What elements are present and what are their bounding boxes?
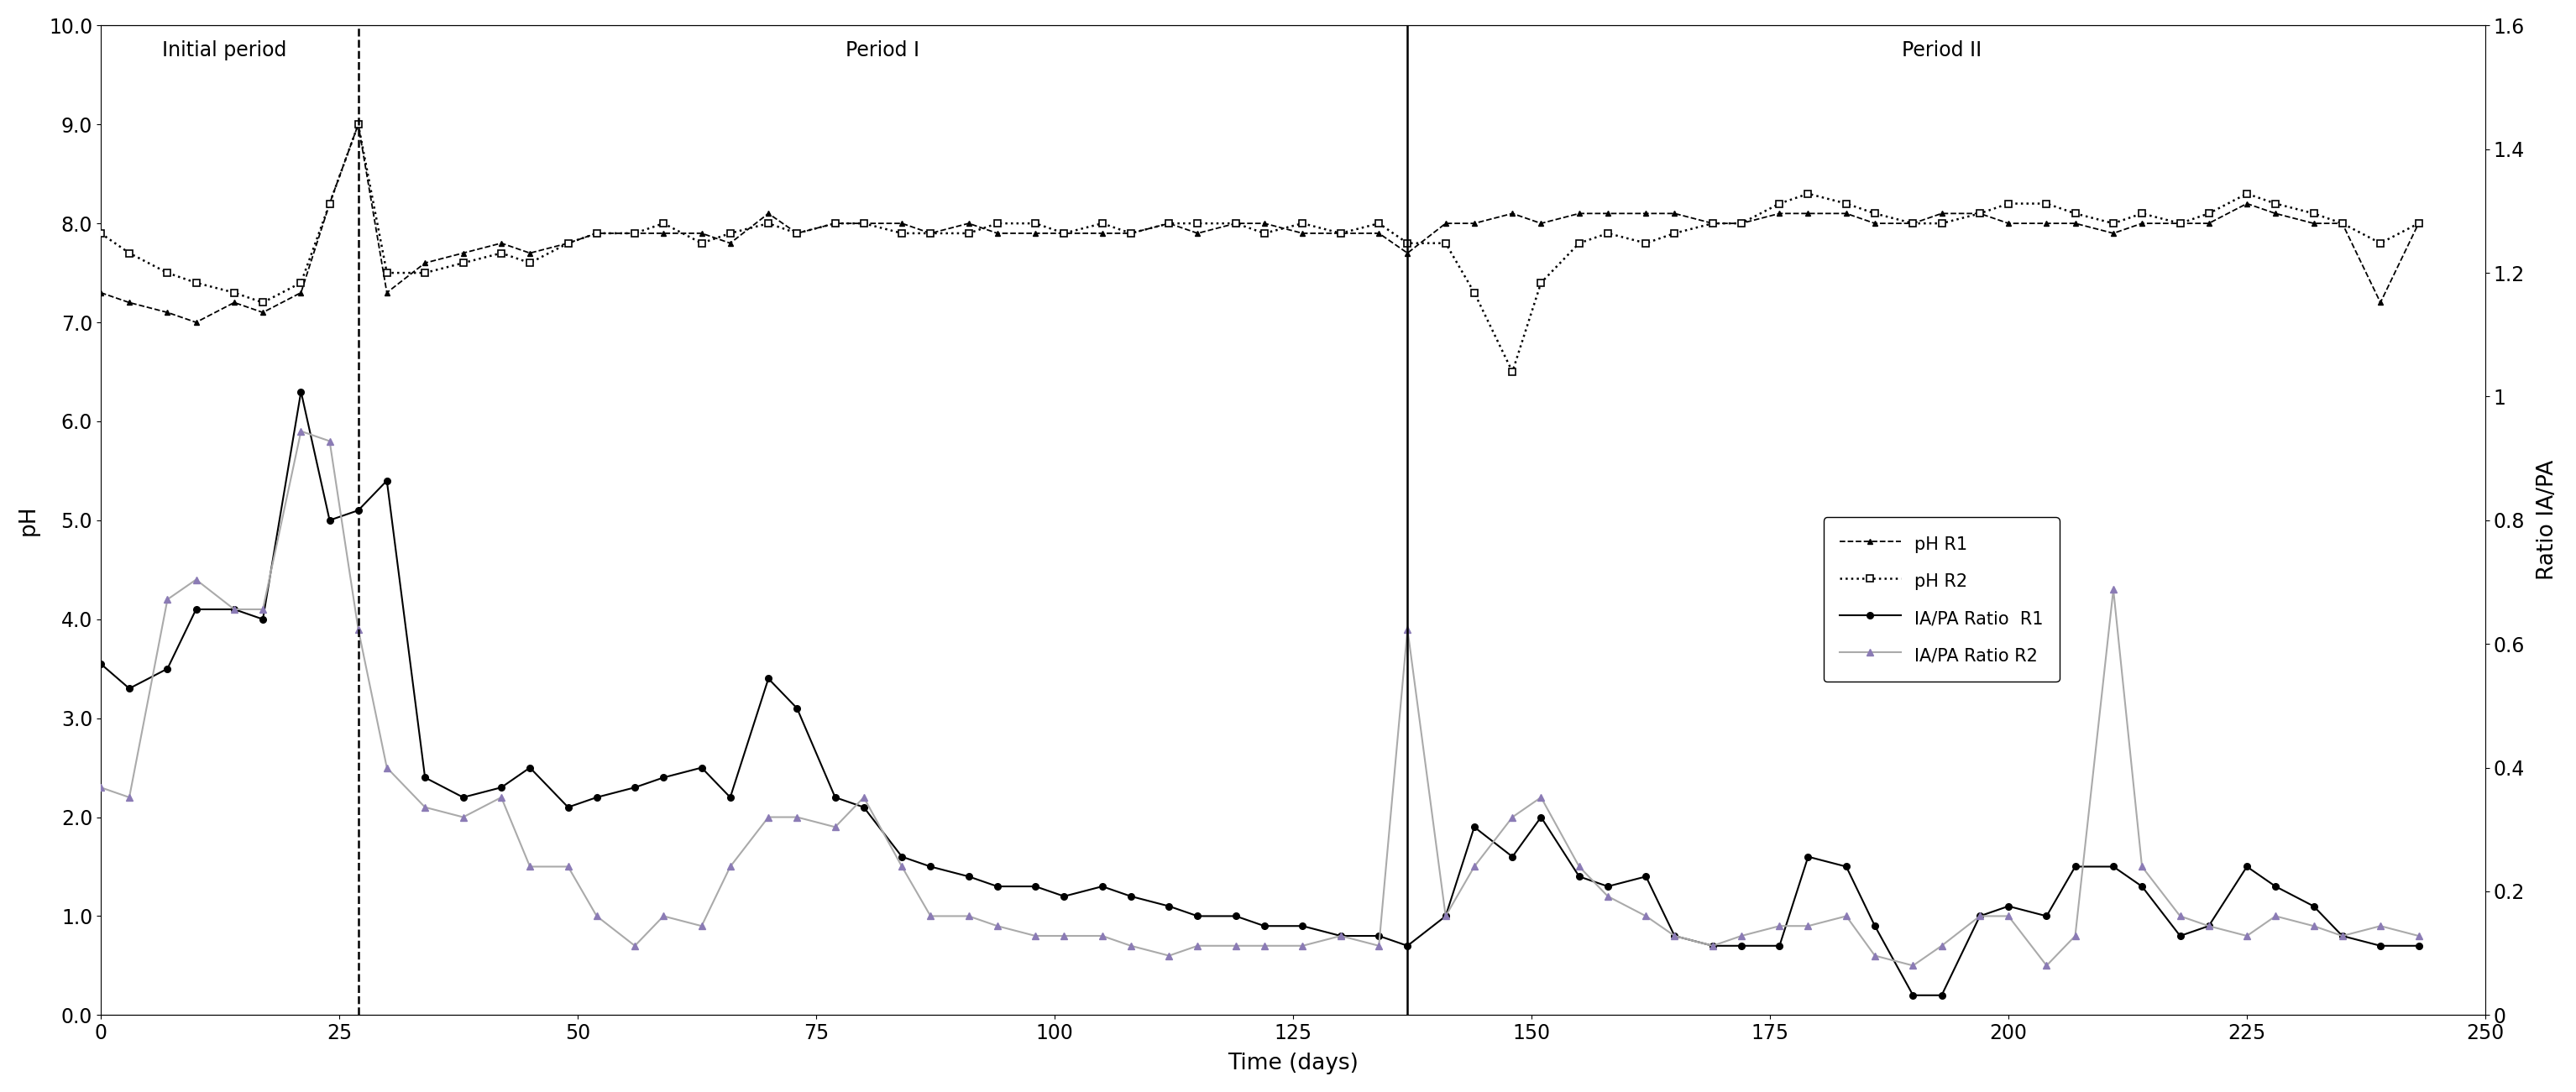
Text: Initial period: Initial period: [162, 40, 286, 60]
X-axis label: Time (days): Time (days): [1229, 1053, 1358, 1075]
Text: Period I: Period I: [845, 40, 920, 60]
Legend: pH R1, pH R2, IA/PA Ratio  R1, IA/PA Ratio R2: pH R1, pH R2, IA/PA Ratio R1, IA/PA Rati…: [1824, 518, 2058, 681]
Text: Period II: Period II: [1901, 40, 1981, 60]
Y-axis label: Ratio IA/PA: Ratio IA/PA: [2537, 460, 2558, 580]
Y-axis label: pH: pH: [18, 505, 39, 536]
